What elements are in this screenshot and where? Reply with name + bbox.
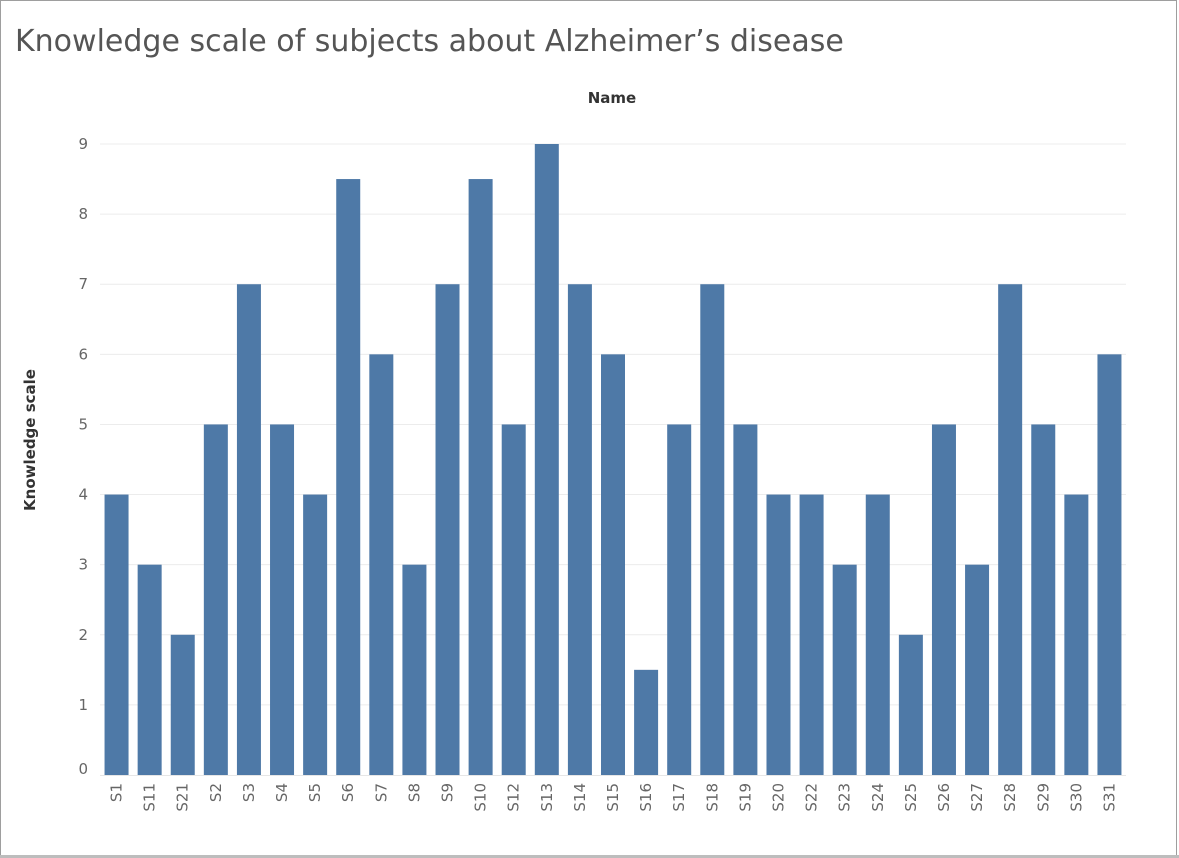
y-tick-label: 0 xyxy=(78,760,88,778)
x-tick-label: S17 xyxy=(670,783,688,812)
y-tick-label: 7 xyxy=(78,275,88,293)
x-tick-label: S18 xyxy=(703,783,721,812)
bar xyxy=(733,424,758,775)
x-tick-label: S15 xyxy=(604,783,622,812)
bar xyxy=(501,424,526,775)
bar xyxy=(965,564,990,775)
x-tick-label: S10 xyxy=(472,783,490,812)
bottom-border xyxy=(0,855,1179,858)
x-tick-label: S8 xyxy=(405,783,423,802)
bar xyxy=(865,494,890,775)
x-tick-label: S28 xyxy=(1001,783,1019,812)
bar xyxy=(170,634,195,775)
bar xyxy=(435,284,460,775)
bar xyxy=(104,494,129,775)
x-tick-label: S30 xyxy=(1067,783,1085,812)
x-tick-label: S14 xyxy=(571,783,589,812)
y-tick-label: 3 xyxy=(78,556,88,574)
x-tick-label: S31 xyxy=(1100,783,1118,812)
bar xyxy=(601,354,625,775)
x-tick-label: S1 xyxy=(108,783,126,802)
bar xyxy=(534,144,559,775)
bar xyxy=(270,424,295,775)
x-tick-label: S2 xyxy=(207,783,225,802)
x-tick-label: S25 xyxy=(902,783,920,812)
y-tick-label: 5 xyxy=(78,415,88,433)
bar xyxy=(998,284,1023,775)
x-tick-label: S5 xyxy=(306,783,324,802)
x-tick-label: S16 xyxy=(637,783,655,812)
bar xyxy=(931,424,956,775)
x-tick-label: S11 xyxy=(141,783,159,812)
bar xyxy=(468,179,493,776)
bar xyxy=(369,354,394,775)
x-tick-label: S22 xyxy=(803,783,821,812)
x-tick-label: S21 xyxy=(174,783,192,812)
x-tick-label: S26 xyxy=(935,783,953,812)
bar xyxy=(137,564,162,775)
x-tick-label: S27 xyxy=(968,783,986,812)
x-tick-label: S23 xyxy=(836,783,854,812)
x-tick-label: S6 xyxy=(339,783,357,802)
bar xyxy=(667,424,692,775)
y-tick-label: 9 xyxy=(78,135,88,153)
bar xyxy=(766,494,791,775)
bar xyxy=(303,494,328,775)
bar xyxy=(832,564,857,775)
bar xyxy=(236,284,261,775)
chart-title: Knowledge scale of subjects about Alzhei… xyxy=(15,24,844,59)
bar xyxy=(567,284,592,775)
x-tick-label: S9 xyxy=(439,783,457,802)
bar xyxy=(799,494,824,775)
y-tick-label: 6 xyxy=(78,345,88,363)
bar xyxy=(402,564,427,775)
y-tick-label: 2 xyxy=(78,626,88,644)
x-tick-label: S24 xyxy=(869,783,887,812)
y-tick-label: 1 xyxy=(78,696,88,714)
y-tick-label: 8 xyxy=(78,205,88,223)
x-tick-label: S19 xyxy=(736,783,754,812)
x-tick-label: S13 xyxy=(538,783,556,812)
bar xyxy=(700,284,725,775)
bar xyxy=(336,179,361,776)
x-tick-label: S20 xyxy=(769,783,787,812)
bar xyxy=(1097,354,1122,775)
bar xyxy=(898,634,923,775)
y-tick-label: 4 xyxy=(78,486,88,504)
x-tick-label: S3 xyxy=(240,783,258,802)
bar xyxy=(1064,494,1089,775)
bar xyxy=(1031,424,1056,775)
x-tick-label: S12 xyxy=(505,783,523,812)
x-tick-label: S7 xyxy=(372,783,390,802)
bar xyxy=(203,424,228,775)
x-axis-header: Name xyxy=(587,89,637,107)
x-tick-label: S29 xyxy=(1034,783,1052,812)
bar xyxy=(634,669,659,775)
x-tick-label: S4 xyxy=(273,783,291,802)
